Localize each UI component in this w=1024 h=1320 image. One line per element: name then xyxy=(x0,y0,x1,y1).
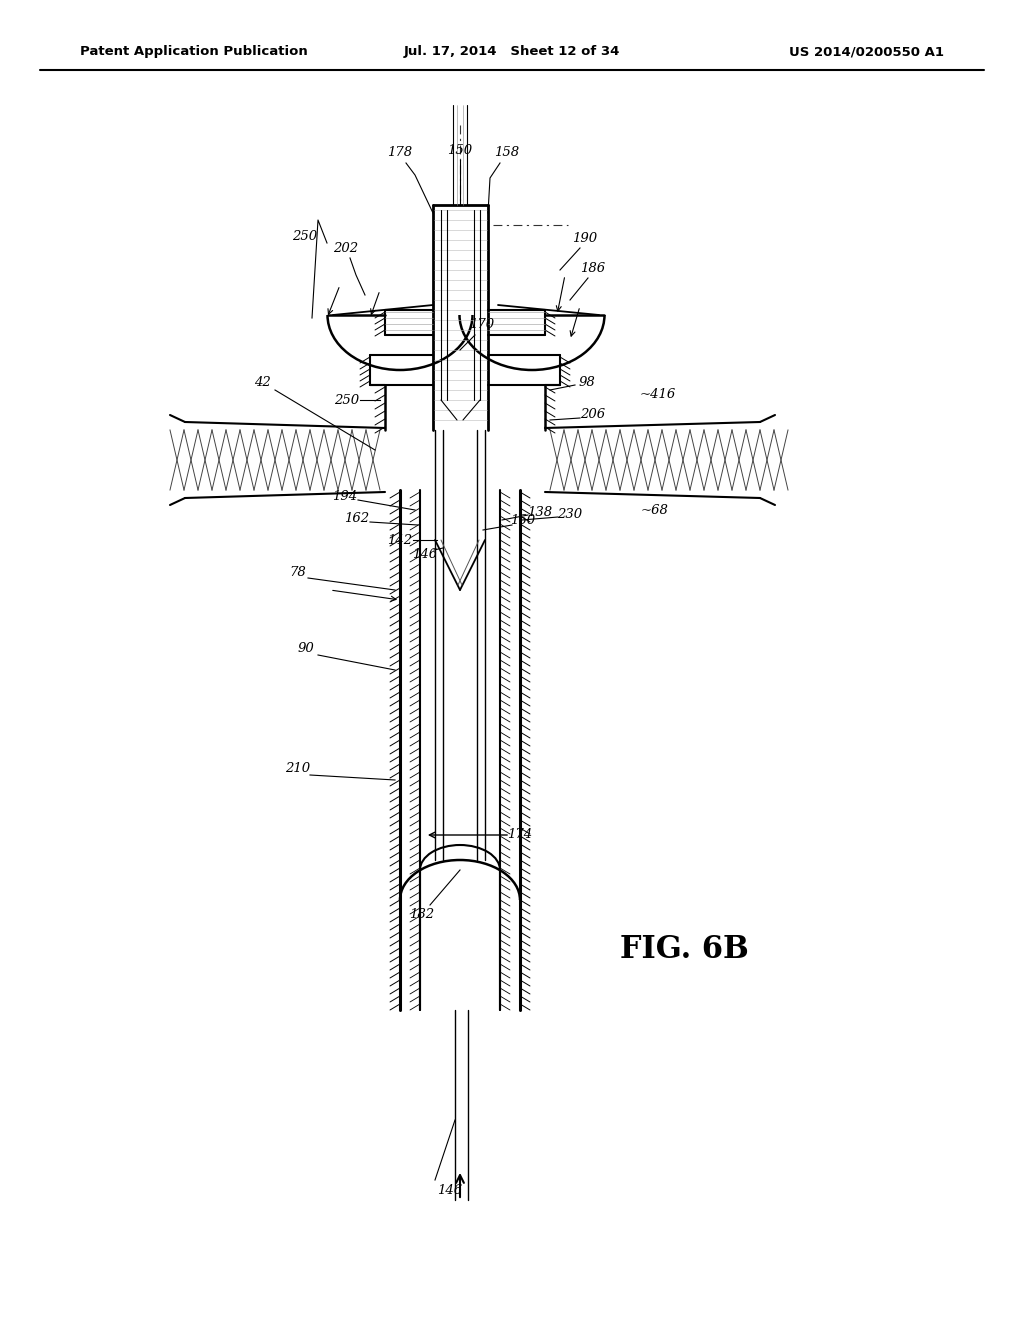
Text: 202: 202 xyxy=(334,242,358,255)
Text: 90: 90 xyxy=(298,642,314,655)
Text: 150: 150 xyxy=(447,144,472,157)
Text: Jul. 17, 2014   Sheet 12 of 34: Jul. 17, 2014 Sheet 12 of 34 xyxy=(403,45,621,58)
Text: 78: 78 xyxy=(290,566,306,579)
Text: US 2014/0200550 A1: US 2014/0200550 A1 xyxy=(790,45,944,58)
Text: 210: 210 xyxy=(286,762,310,775)
Text: 250: 250 xyxy=(335,393,359,407)
Text: 194: 194 xyxy=(333,490,357,503)
Text: Patent Application Publication: Patent Application Publication xyxy=(80,45,308,58)
Text: 174: 174 xyxy=(508,829,532,842)
Text: 142: 142 xyxy=(387,533,413,546)
Text: 160: 160 xyxy=(510,515,536,528)
Text: FIG. 6B: FIG. 6B xyxy=(620,935,749,965)
Text: 206: 206 xyxy=(581,408,605,421)
Text: 170: 170 xyxy=(469,318,495,331)
Text: 178: 178 xyxy=(387,147,413,160)
Text: 158: 158 xyxy=(495,147,519,160)
Text: 190: 190 xyxy=(572,231,598,244)
Text: 182: 182 xyxy=(410,908,434,920)
Text: 42: 42 xyxy=(254,375,270,388)
Text: 138: 138 xyxy=(527,506,553,519)
Text: 186: 186 xyxy=(581,261,605,275)
Text: 230: 230 xyxy=(557,507,583,520)
Text: ~68: ~68 xyxy=(641,503,669,516)
Text: 250: 250 xyxy=(293,231,317,243)
Text: 146: 146 xyxy=(413,549,437,561)
Text: ~416: ~416 xyxy=(640,388,676,401)
Text: 146: 146 xyxy=(437,1184,463,1196)
Text: 162: 162 xyxy=(344,512,370,525)
Text: 98: 98 xyxy=(579,375,595,388)
